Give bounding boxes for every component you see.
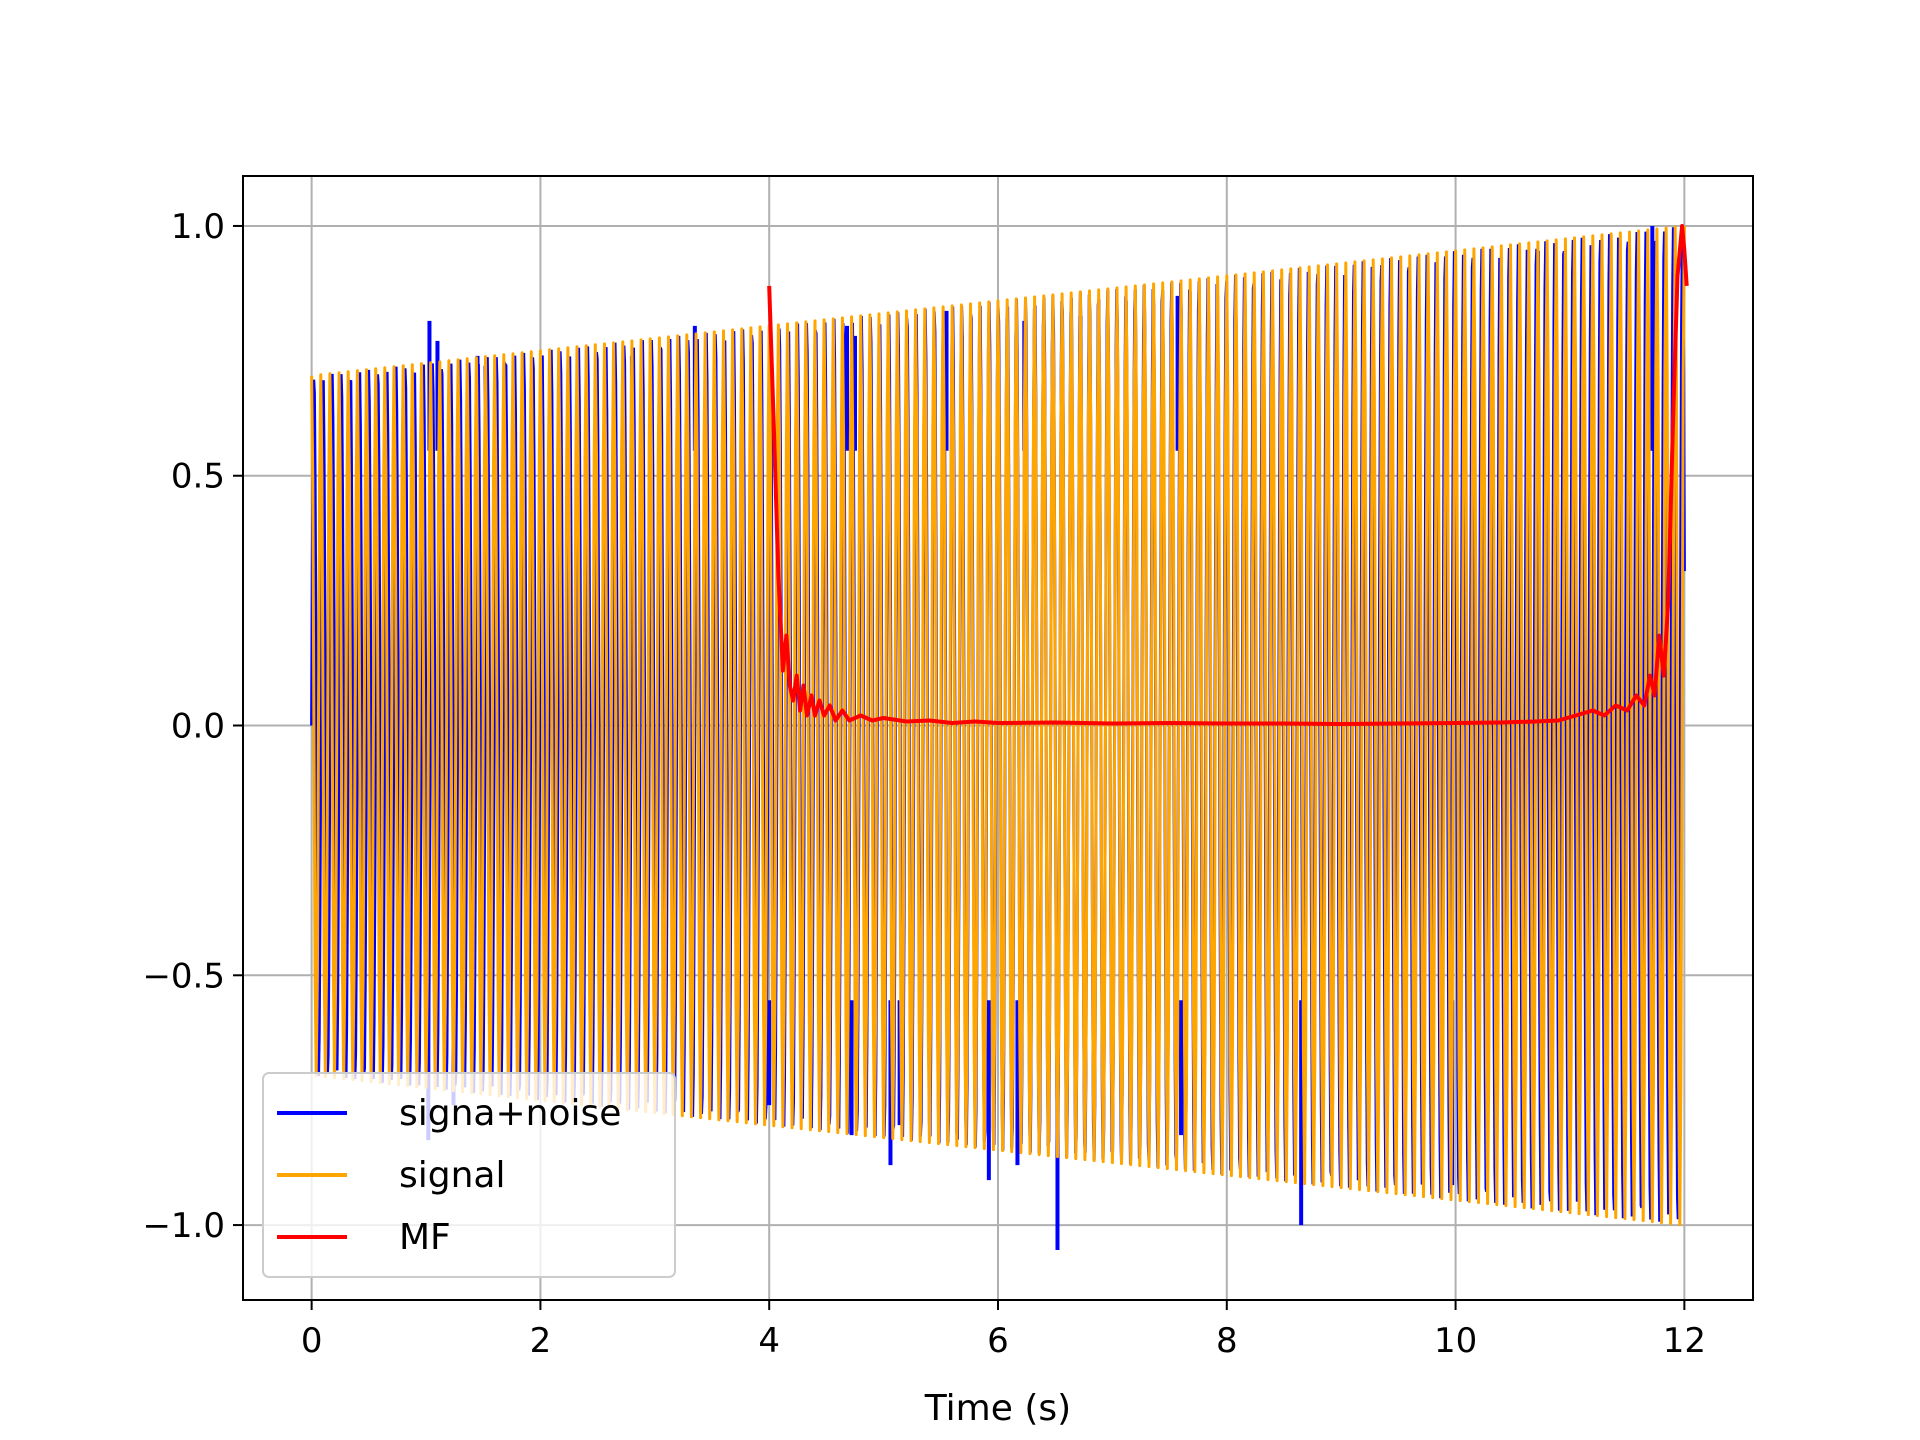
series-signal-line [310,225,1686,1227]
legend-box [262,1072,676,1278]
series-mf-line [767,224,1689,726]
x-tick-label: 0 [301,1321,323,1361]
x-tick-label: 10 [1434,1321,1477,1361]
y-tick-label: 1.0 [171,207,225,247]
x-tick-label: 4 [758,1321,780,1361]
y-tick-label: −0.5 [142,956,225,996]
y-tick-label: 0.0 [171,707,225,747]
legend: signa+noise signal MF [262,1072,676,1278]
x-tick-label: 6 [987,1321,1009,1361]
y-tick-label: −1.0 [142,1206,225,1246]
legend-entry-label: signa+noise [399,1093,621,1134]
plot-series [310,224,1689,1251]
x-tick-label: 12 [1663,1321,1706,1361]
y-tick-label: 0.5 [171,457,225,497]
x-tick-label: 8 [1216,1321,1238,1361]
x-tick-label: 2 [530,1321,552,1361]
axis-ticks: 0 2 4 6 8 10 12 −1.0 −0.5 0.0 0.5 1.0 [142,207,1706,1361]
x-axis-label: Time (s) [924,1388,1071,1429]
legend-entry-label: MF [399,1217,451,1258]
legend-entry-label: signal [399,1155,506,1196]
